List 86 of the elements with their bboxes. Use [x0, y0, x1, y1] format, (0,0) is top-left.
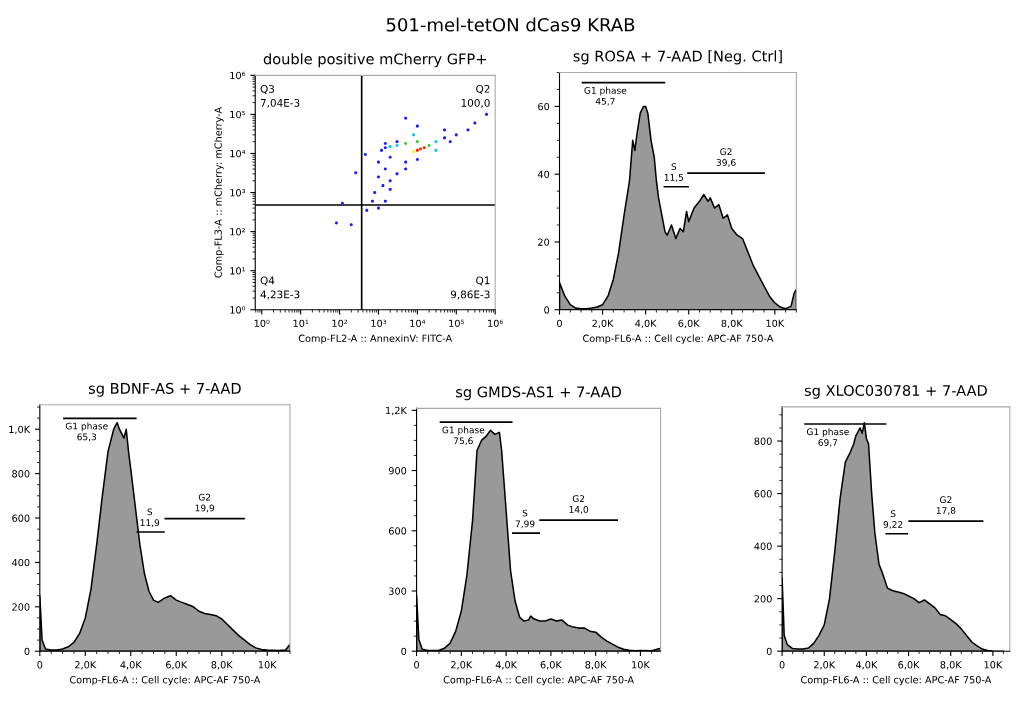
annotation: Q1 9,86E-3 [450, 276, 490, 300]
y-tick-label: 10⁵ [230, 110, 246, 119]
x-tick-label: 10⁰ [254, 319, 270, 328]
y-tick-label: 400 [12, 558, 30, 567]
x-tick-label: 8,0K [721, 319, 743, 328]
x-tick-label: 10⁶ [488, 319, 503, 328]
annotation: S 9,22 [883, 510, 903, 529]
x-tick-label: 6,0K [898, 661, 920, 670]
y-tick-label: 600 [754, 490, 772, 498]
x-tick-label: 10¹ [293, 319, 309, 328]
y-tick-label: 1,0K [9, 425, 31, 435]
x-tick-label: 10⁴ [410, 319, 426, 328]
x-tick-label: 4,0K [635, 319, 657, 328]
annotation: S 11,9 [140, 508, 160, 527]
x-tick-label: 6,0K [540, 661, 563, 670]
x-tick-label: 10² [332, 319, 348, 328]
y-tick-label: 1,2K [386, 406, 408, 416]
x-tick-label: 10K [984, 661, 1003, 669]
y-tick-label: 0 [24, 647, 30, 656]
x-tick-label: 10³ [371, 319, 387, 328]
x-tick-label: 6,0K [166, 661, 188, 670]
x-axis-title: Comp-FL6-A :: Cell cycle: APC-AF 750-A [583, 334, 774, 344]
annotation: Q2 100,0 [461, 84, 490, 108]
annotation: G2 17,8 [936, 496, 956, 515]
y-tick-label: 10⁶ [230, 71, 246, 80]
y-tick-label: 0 [401, 647, 407, 656]
x-tick-label: 0 [414, 661, 420, 669]
y-tick-label: 300 [389, 587, 407, 595]
y-tick-label: 900 [388, 467, 407, 475]
x-tick-label: 4,0K [855, 661, 878, 670]
annotation: G2 19,9 [195, 493, 215, 513]
x-tick-label: 8,0K [585, 661, 607, 670]
annotation: G1 phase 69,7 [806, 428, 849, 447]
annotation: G2 39,6 [716, 148, 736, 167]
chart-title: sg XLOC030781 + 7-AAD [804, 384, 987, 399]
x-tick-label: 8,0K [211, 661, 233, 670]
y-tick-label: 60 [538, 102, 550, 111]
x-tick-label: 4,0K [120, 661, 142, 670]
annotation: Q3 7,04E-3 [260, 84, 300, 108]
x-tick-label: 8,0K [940, 661, 962, 670]
x-tick-label: 4,0K [495, 661, 518, 670]
x-tick-label: 2,0K [592, 319, 614, 328]
y-tick-label: 800 [754, 437, 772, 445]
y-tick-label: 10⁴ [230, 149, 246, 158]
y-tick-label: 20 [538, 238, 550, 246]
y-tick-label: 0 [766, 647, 772, 656]
y-axis-title: Comp-FL3-A :: mCherry: mCherry-A [214, 107, 224, 278]
y-tick-label: 400 [754, 542, 772, 550]
annotation: G1 phase 75,6 [442, 426, 485, 446]
x-tick-label: 10K [258, 661, 277, 669]
y-tick-label: 800 [12, 470, 30, 478]
chart-title: sg ROSA + 7-AAD [Neg. Ctrl] [573, 50, 782, 65]
x-tick-label: 2,0K [75, 661, 97, 670]
annotation: Q4 4,23E-3 [260, 276, 300, 300]
y-tick-label: 40 [537, 170, 550, 179]
y-tick-label: 10² [230, 228, 245, 236]
annotation: G1 phase 45,7 [584, 86, 627, 106]
text: 501-mel-tetON dCas9 KRAB [386, 17, 635, 32]
y-tick-label: 600 [12, 514, 30, 522]
x-tick-label: 10K [766, 319, 785, 328]
chart-title: double positive mCherry GFP+ [263, 53, 486, 68]
y-tick-label: 0 [544, 306, 550, 314]
chart-title: sg GMDS-AS1 + 7-AAD [456, 386, 622, 401]
x-tick-label: 0 [779, 661, 785, 669]
x-axis-title: Comp-FL6-A :: Cell cycle: APC-AF 750-A [443, 675, 634, 686]
x-tick-label: 10K [632, 661, 651, 669]
chart-title: sg BDNF-AS + 7-AAD [88, 382, 241, 397]
x-tick-label: 2,0K [814, 661, 836, 670]
y-tick-label: 10³ [230, 189, 246, 197]
y-tick-label: 10¹ [230, 267, 245, 275]
annotation: S 11,5 [664, 163, 684, 182]
annotation: G2 14,0 [569, 495, 589, 514]
y-tick-label: 600 [388, 527, 407, 535]
x-axis-title: Comp-FL6-A :: Cell cycle: APC-AF 750-A [69, 675, 261, 686]
x-tick-label: 0 [37, 661, 43, 669]
x-tick-label: 10⁵ [449, 319, 464, 328]
annotation: S 7,99 [515, 509, 535, 529]
x-tick-label: 0 [557, 319, 562, 328]
y-tick-label: 200 [754, 595, 772, 603]
y-tick-label: 10⁰ [230, 306, 246, 314]
x-tick-label: 6,0K [678, 319, 700, 328]
x-axis-title: Comp-FL2-A :: AnnexinV: FITC-A [298, 334, 453, 344]
annotation: G1 phase 65,3 [65, 422, 108, 442]
x-tick-label: 2,0K [451, 661, 473, 670]
x-axis-title: Comp-FL6-A :: Cell cycle: APC-AF 750-A [801, 675, 992, 686]
y-tick-label: 200 [12, 603, 30, 611]
